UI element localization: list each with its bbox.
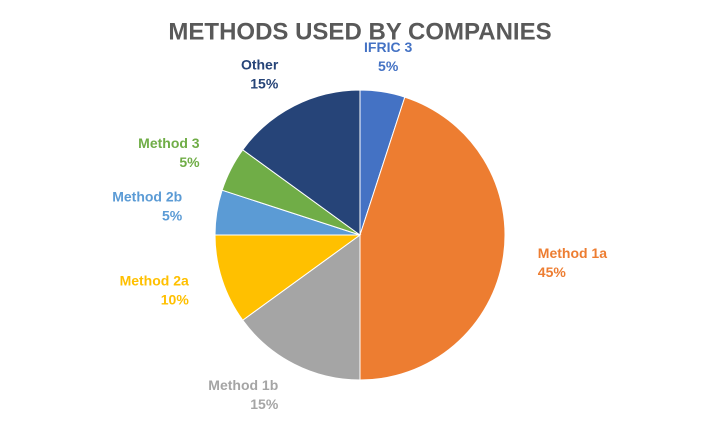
slice-value-label: 5%: [378, 58, 399, 74]
pie-slice: [241, 234, 361, 381]
slice-value-label: 15%: [250, 396, 279, 412]
slice-value-label: 45%: [538, 264, 567, 280]
slice-label: Method 1b: [208, 377, 278, 393]
pie-slice: [241, 89, 361, 236]
pie-slice: [359, 96, 506, 381]
slice-value-label: 5%: [179, 154, 200, 170]
slice-label: Other: [241, 56, 279, 72]
slice-value-label: 10%: [161, 291, 190, 307]
chart-title: METHODS USED BY COMPANIES: [168, 18, 551, 45]
slice-label: Method 2b: [112, 189, 182, 205]
slice-label: IFRIC 3: [364, 39, 412, 55]
slice-label: Method 1a: [538, 245, 607, 261]
pie-slice: [214, 234, 362, 321]
slice-label: Method 2a: [120, 272, 189, 288]
slice-label: Method 3: [138, 135, 200, 151]
slice-value-label: 5%: [162, 208, 183, 224]
slice-value-label: 15%: [250, 75, 279, 91]
